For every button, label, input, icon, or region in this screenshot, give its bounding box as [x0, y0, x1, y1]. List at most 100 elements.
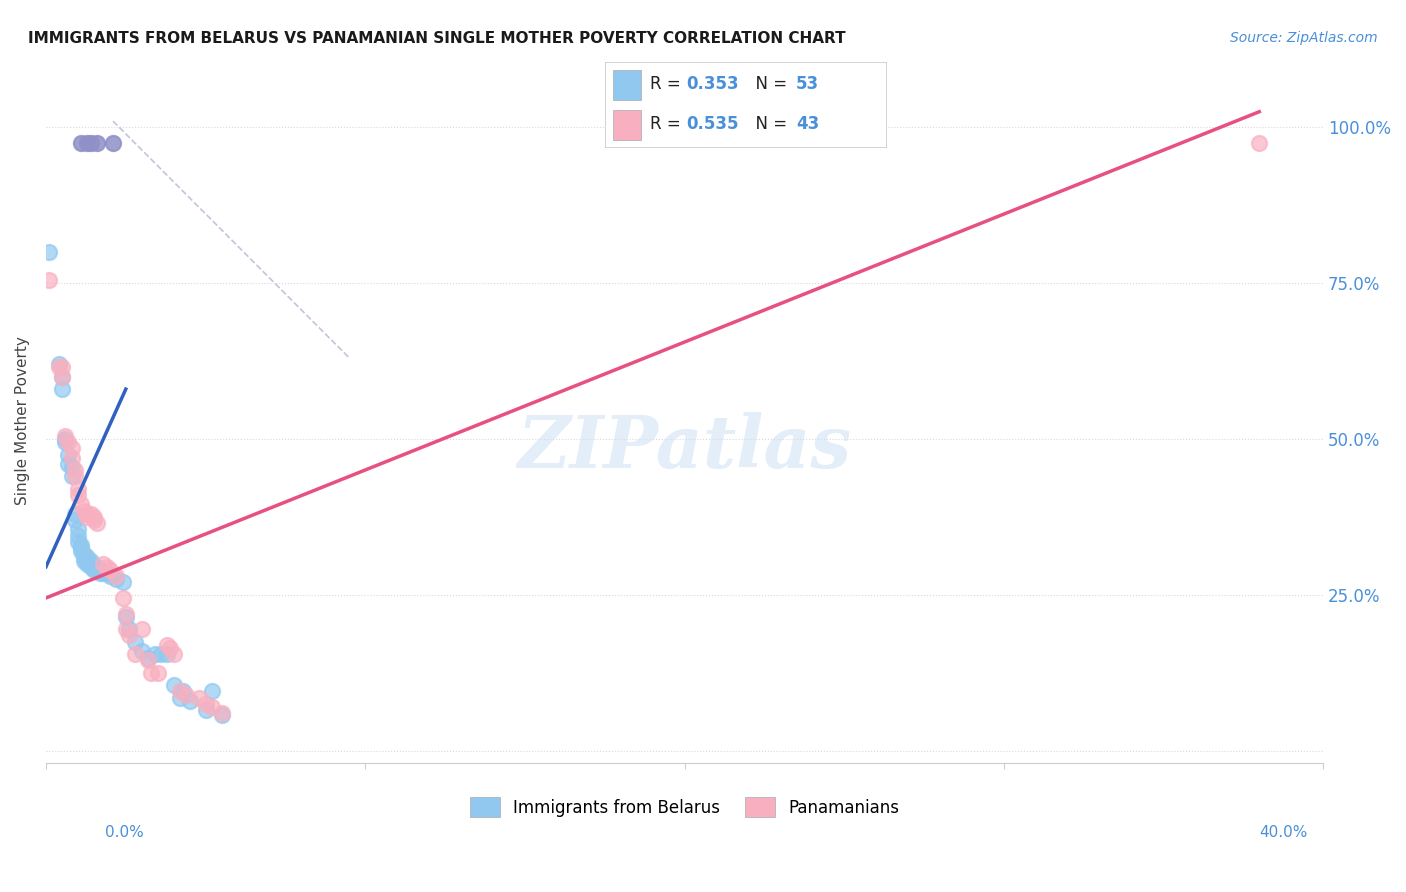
Text: 40.0%: 40.0%	[1260, 825, 1308, 840]
Point	[70, 544, 93, 558]
Text: N =: N =	[745, 115, 793, 133]
Point	[176, 688, 198, 702]
Point	[114, 622, 136, 636]
Text: N =: N =	[745, 76, 793, 94]
Text: ZIPatlas: ZIPatlas	[517, 412, 852, 483]
Point	[156, 638, 179, 652]
Point	[96, 559, 118, 574]
Point	[66, 488, 89, 502]
Point	[60, 460, 83, 475]
Point	[172, 684, 194, 698]
Point	[211, 706, 233, 721]
Point	[124, 634, 146, 648]
Point	[63, 463, 86, 477]
Point	[146, 665, 169, 680]
Point	[105, 572, 128, 586]
Point	[73, 550, 96, 565]
Point	[53, 435, 76, 450]
Point	[63, 507, 86, 521]
Point	[70, 538, 93, 552]
Point	[194, 703, 217, 717]
Point	[163, 678, 186, 692]
Point	[111, 591, 134, 605]
Point	[118, 628, 141, 642]
Text: R =: R =	[650, 76, 686, 94]
Point	[58, 457, 80, 471]
Point	[1249, 136, 1271, 150]
Point	[53, 429, 76, 443]
Point	[89, 566, 111, 580]
Point	[76, 509, 98, 524]
Point	[70, 541, 93, 555]
Point	[76, 557, 98, 571]
Y-axis label: Single Mother Poverty: Single Mother Poverty	[15, 336, 30, 505]
Point	[63, 513, 86, 527]
Point	[73, 553, 96, 567]
Point	[86, 563, 108, 577]
Point	[89, 563, 111, 577]
Point	[136, 651, 159, 665]
Point	[76, 553, 98, 567]
Text: 0.535: 0.535	[686, 115, 738, 133]
Point	[179, 694, 201, 708]
Point	[114, 607, 136, 621]
FancyBboxPatch shape	[613, 110, 641, 139]
Text: R =: R =	[650, 115, 686, 133]
Point	[86, 516, 108, 530]
Point	[86, 136, 108, 150]
Text: 53: 53	[796, 76, 818, 94]
Point	[79, 553, 101, 567]
Point	[169, 690, 191, 705]
Legend: Immigrants from Belarus, Panamanians: Immigrants from Belarus, Panamanians	[463, 791, 905, 823]
Point	[131, 622, 153, 636]
Point	[98, 569, 121, 583]
Point	[201, 700, 224, 714]
Point	[48, 357, 70, 371]
Point	[83, 509, 105, 524]
Point	[114, 609, 136, 624]
Point	[66, 482, 89, 496]
Point	[136, 653, 159, 667]
Point	[79, 507, 101, 521]
Point	[66, 522, 89, 536]
Point	[60, 450, 83, 465]
Point	[73, 504, 96, 518]
Point	[201, 684, 224, 698]
Point	[156, 647, 179, 661]
Point	[53, 432, 76, 446]
Point	[188, 690, 211, 705]
Point	[60, 469, 83, 483]
Point	[79, 557, 101, 571]
Point	[38, 244, 60, 259]
Point	[51, 382, 73, 396]
Point	[70, 498, 93, 512]
Point	[194, 697, 217, 711]
Point	[76, 550, 98, 565]
Point	[63, 469, 86, 483]
Point	[58, 435, 80, 450]
Point	[111, 575, 134, 590]
Point	[93, 557, 115, 571]
Point	[159, 640, 181, 655]
FancyBboxPatch shape	[613, 70, 641, 100]
Point	[131, 644, 153, 658]
Point	[169, 684, 191, 698]
Point	[79, 136, 101, 150]
Point	[51, 369, 73, 384]
Point	[66, 534, 89, 549]
Text: 0.353: 0.353	[686, 76, 738, 94]
Point	[143, 647, 166, 661]
Point	[86, 559, 108, 574]
Point	[83, 513, 105, 527]
Point	[51, 369, 73, 384]
Point	[211, 707, 233, 722]
Point	[93, 566, 115, 580]
Point	[83, 559, 105, 574]
Text: IMMIGRANTS FROM BELARUS VS PANAMANIAN SINGLE MOTHER POVERTY CORRELATION CHART: IMMIGRANTS FROM BELARUS VS PANAMANIAN SI…	[28, 31, 846, 46]
Point	[51, 360, 73, 375]
Point	[149, 647, 172, 661]
Point	[38, 273, 60, 287]
Text: Source: ZipAtlas.com: Source: ZipAtlas.com	[1230, 31, 1378, 45]
Point	[101, 136, 124, 150]
Text: 0.0%: 0.0%	[105, 825, 145, 840]
